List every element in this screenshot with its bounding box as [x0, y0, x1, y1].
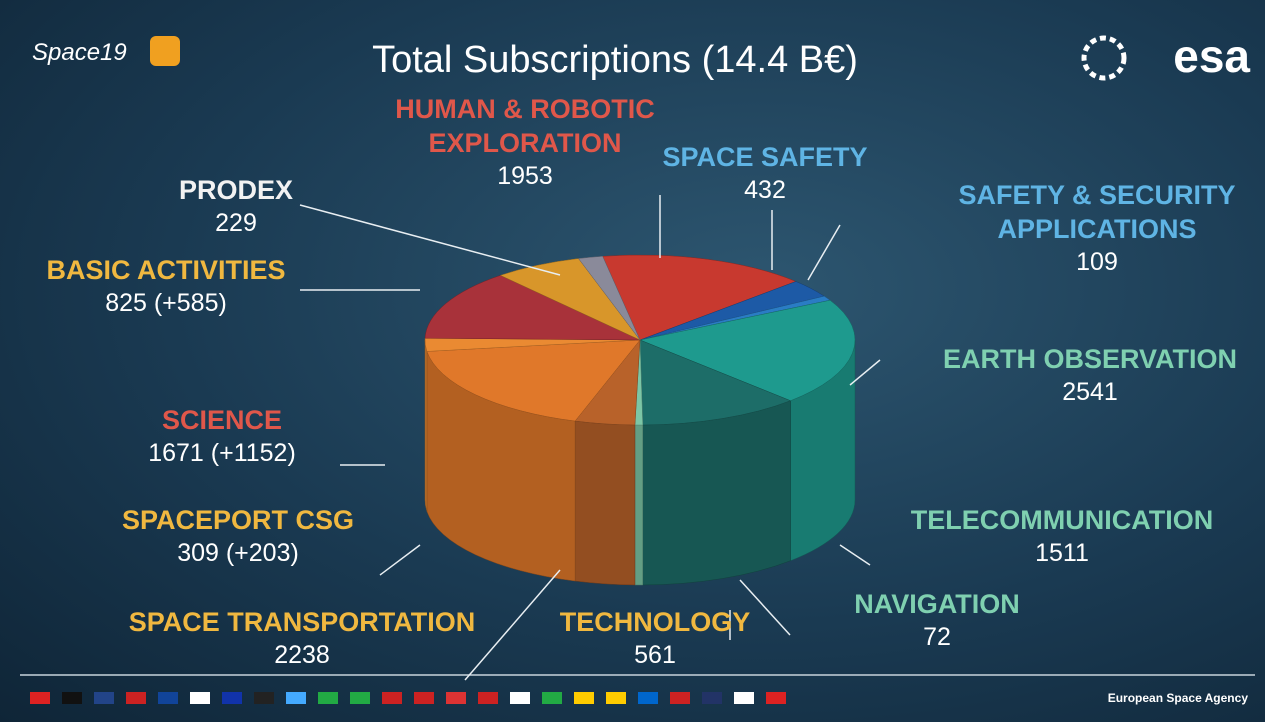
flag	[62, 692, 82, 704]
slice-side	[424, 339, 428, 512]
slice	[424, 275, 641, 341]
flag	[510, 692, 530, 704]
value-label: 1953	[497, 162, 553, 190]
flag	[350, 692, 370, 704]
category-label: PRODEX	[178, 175, 294, 205]
slice-label: EARTH OBSERVATION 2541	[910, 342, 1265, 408]
slice-label: SPACEPORT CSG 309 (+203)	[78, 503, 398, 569]
space19-emblem	[150, 36, 180, 66]
slice-label: NAVIGATION 72	[807, 587, 1067, 653]
slice	[578, 256, 641, 341]
flag	[318, 692, 338, 704]
chart-title: Total Subscriptions (14.4 B€)	[372, 39, 858, 81]
leader-line	[464, 569, 561, 681]
value-label: 432	[744, 176, 786, 204]
flag	[190, 692, 210, 704]
slice	[639, 299, 856, 401]
slice	[602, 254, 797, 341]
value-label: 2541	[1062, 378, 1118, 406]
flag	[414, 692, 434, 704]
category-label: EARTH OBSERVATION	[942, 344, 1238, 374]
category-label: NAVIGATION	[854, 589, 1020, 619]
category-label: SPACEPORT CSG	[121, 505, 355, 535]
flag	[446, 692, 466, 704]
category-label: TELECOMMUNICATION	[910, 505, 1214, 535]
slice-side	[574, 420, 636, 586]
slice-side	[642, 400, 791, 586]
value-label: 72	[923, 623, 951, 651]
leader-line	[839, 544, 871, 566]
category-label: SAFETY & SECURITY APPLICATIONS	[958, 180, 1236, 244]
value-label: 561	[634, 641, 676, 669]
flag	[766, 692, 786, 704]
flag	[574, 692, 594, 704]
logo-right: esa	[1173, 30, 1250, 82]
logo-left: Space19	[32, 39, 127, 66]
slice	[426, 339, 641, 422]
slice-label: TELECOMMUNICATION 1511	[882, 503, 1242, 569]
flag	[222, 692, 242, 704]
value-label: 109	[1076, 248, 1118, 276]
footer-text: European Space Agency	[1108, 691, 1249, 705]
flag	[126, 692, 146, 704]
leader-line	[849, 359, 881, 386]
value-label: 309 (+203)	[177, 539, 299, 567]
category-label: SPACE SAFETY	[662, 142, 868, 172]
decoration	[20, 35, 1255, 676]
flag	[286, 692, 306, 704]
leader-line	[379, 544, 421, 576]
flag	[382, 692, 402, 704]
category-label: HUMAN & ROBOTIC EXPLORATION	[395, 94, 655, 158]
value-label: 2238	[274, 641, 330, 669]
flag	[478, 692, 498, 704]
leader-line	[739, 579, 791, 636]
flag	[734, 692, 754, 704]
slice-label: SAFETY & SECURITY APPLICATIONS 109	[927, 178, 1265, 278]
flag	[94, 692, 114, 704]
flag	[254, 692, 274, 704]
value-label: 1511	[1035, 539, 1089, 567]
flag	[158, 692, 178, 704]
flag	[30, 692, 50, 704]
slice	[639, 339, 792, 426]
flag	[638, 692, 658, 704]
slice-side	[634, 424, 644, 586]
slice-label: SPACE SAFETY 432	[605, 140, 925, 206]
leader-line	[807, 224, 841, 281]
slice-label: PRODEX 229	[136, 173, 336, 239]
flag	[670, 692, 690, 704]
esa-emblem	[1081, 35, 1127, 81]
category-label: TECHNOLOGY	[559, 607, 751, 637]
flag	[606, 692, 626, 704]
flag	[702, 692, 722, 704]
slice-label: SPACE TRANSPORTATION 2238	[92, 605, 512, 671]
category-label: SPACE TRANSPORTATION	[128, 607, 476, 637]
category-label: SCIENCE	[161, 405, 283, 435]
slice-label: HUMAN & ROBOTIC EXPLORATION 1953	[375, 92, 675, 192]
slice-sides	[424, 339, 856, 586]
value-label: 825 (+585)	[105, 289, 227, 317]
category-label: BASIC ACTIVITIES	[46, 255, 286, 285]
slice-tops	[424, 254, 856, 426]
leader-line	[299, 204, 561, 276]
value-label: 1671 (+1152)	[148, 439, 296, 467]
slice-label: SCIENCE 1671 (+1152)	[72, 403, 372, 469]
value-label: 229	[215, 209, 257, 237]
slice-label: BASIC ACTIVITIES 825 (+585)	[6, 253, 326, 319]
flag	[542, 692, 562, 704]
slice-label: TECHNOLOGY 561	[525, 605, 785, 671]
